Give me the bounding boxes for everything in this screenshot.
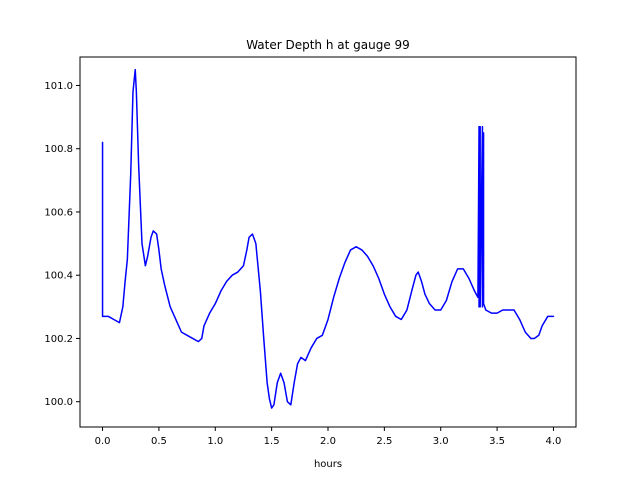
x-tick-label: 0.5 <box>151 436 167 447</box>
y-tick-label: 100.0 <box>44 397 73 408</box>
x-tick-label: 2.0 <box>320 436 336 447</box>
y-tick-label: 101.0 <box>44 81 73 92</box>
x-axis-label: hours <box>314 459 342 470</box>
x-tick-label: 1.5 <box>264 436 280 447</box>
plot-background <box>80 57 576 427</box>
x-tick-label: 3.0 <box>433 436 449 447</box>
chart-title: Water Depth h at gauge 99 <box>246 38 410 52</box>
x-tick-label: 0.0 <box>95 436 111 447</box>
x-axis: 0.0 0.5 1.0 1.5 2.0 2.5 3.0 3.5 4.0 <box>95 427 562 447</box>
series-line <box>101 68 555 409</box>
y-tick-label: 100.6 <box>44 207 73 218</box>
y-tick-label: 100.8 <box>44 144 73 155</box>
x-tick-label: 1.0 <box>207 436 223 447</box>
x-tick-label: 3.5 <box>489 436 505 447</box>
y-axis: 100.0 100.2 100.4 100.6 100.8 101.0 <box>44 81 80 408</box>
series-layer <box>101 68 555 409</box>
y-tick-label: 100.4 <box>44 271 73 282</box>
y-tick-label: 100.2 <box>44 334 73 345</box>
x-tick-label: 2.5 <box>376 436 392 447</box>
x-tick-label: 4.0 <box>546 436 562 447</box>
